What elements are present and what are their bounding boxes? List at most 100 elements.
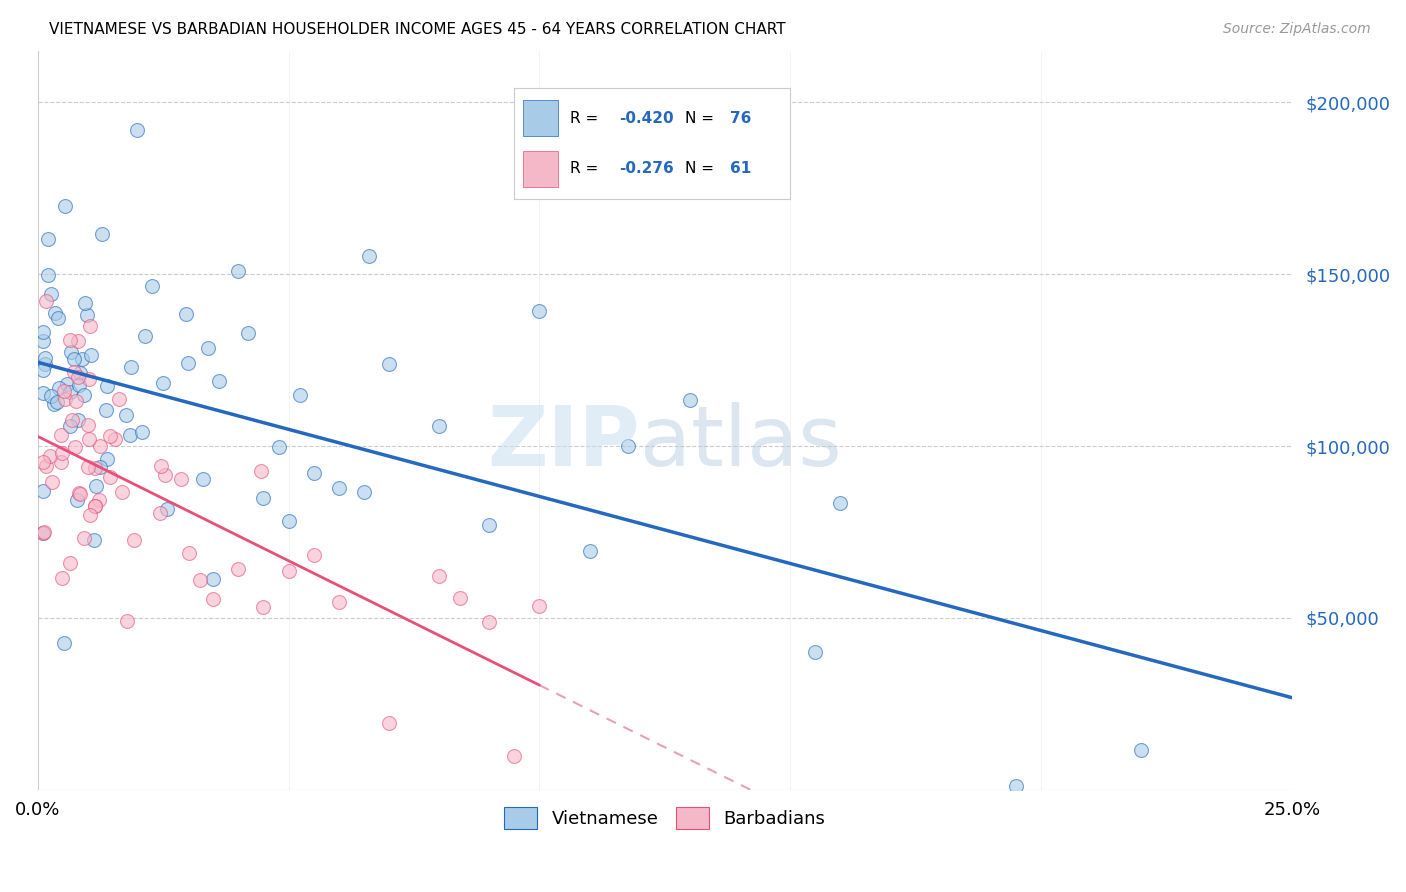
Point (52, 636, 75, 650)
Point (31, 455, 53, 469)
Point (67, 413, 90, 427)
Point (59, 384, 82, 399)
Point (197, 341, 219, 355)
Point (118, 427, 141, 442)
Point (108, 392, 131, 407)
Point (177, 545, 200, 559)
Point (1130, 742, 1153, 756)
Point (679, 393, 702, 408)
Point (252, 491, 274, 506)
Point (48, 381, 70, 395)
Point (193, 472, 215, 486)
Point (77, 432, 100, 446)
Point (302, 548, 325, 562)
Point (177, 355, 200, 369)
Point (31, 385, 53, 400)
Point (67, 334, 90, 348)
Point (149, 506, 172, 520)
Point (104, 432, 127, 446)
Point (1005, 780, 1028, 794)
Text: VIETNAMESE VS BARBADIAN HOUSEHOLDER INCOME AGES 45 - 64 YEARS CORRELATION CHART: VIETNAMESE VS BARBADIAN HOUSEHOLDER INCO… (49, 22, 786, 37)
Point (80, 348, 103, 362)
Point (125, 123, 148, 137)
Point (32, 526, 55, 541)
Point (96, 378, 118, 392)
Point (427, 418, 450, 433)
Point (55, 376, 77, 391)
Point (353, 484, 375, 499)
Point (55, 199, 77, 213)
Point (49, 455, 72, 469)
Point (378, 358, 401, 372)
Point (39, 389, 62, 403)
Point (67, 486, 90, 500)
Point (378, 716, 401, 731)
Point (63, 440, 86, 454)
Point (35, 458, 58, 473)
Point (83, 533, 105, 548)
Point (59, 419, 82, 434)
Point (188, 573, 211, 587)
Point (79, 318, 101, 333)
Point (153, 468, 176, 483)
Point (49, 428, 72, 442)
Point (37, 232, 59, 246)
Point (202, 591, 225, 606)
Point (63, 365, 86, 379)
Point (804, 645, 827, 659)
Point (114, 408, 136, 422)
Point (277, 564, 299, 578)
Point (46, 310, 69, 325)
Point (72, 352, 94, 367)
Point (41, 475, 63, 489)
Point (84, 460, 107, 475)
Text: atlas: atlas (640, 402, 842, 483)
Point (288, 388, 311, 402)
Point (73, 388, 96, 402)
Point (152, 376, 174, 390)
Point (228, 264, 250, 278)
Point (267, 440, 290, 454)
Point (328, 482, 350, 496)
Point (156, 501, 179, 516)
Point (150, 458, 173, 473)
Point (830, 496, 852, 510)
Point (37, 268, 59, 282)
Point (238, 326, 260, 340)
Point (328, 595, 350, 609)
Point (98, 429, 121, 443)
Point (31, 526, 53, 541)
Point (73, 531, 96, 545)
Point (44, 305, 66, 319)
Point (302, 466, 325, 480)
Point (87, 492, 110, 507)
Point (578, 543, 600, 558)
Point (478, 615, 501, 629)
Text: Source: ZipAtlas.com: Source: ZipAtlas.com (1223, 22, 1371, 37)
Point (96, 451, 118, 466)
Point (69, 366, 91, 380)
Point (69, 487, 91, 501)
Point (529, 599, 551, 614)
Point (39, 449, 62, 463)
Point (41, 286, 63, 301)
Point (83, 500, 105, 514)
Point (503, 748, 526, 763)
Point (66, 370, 89, 384)
Point (427, 568, 450, 582)
Point (32, 525, 55, 540)
Point (32, 334, 55, 348)
Point (63, 351, 86, 366)
Point (277, 514, 299, 528)
Point (66, 492, 89, 507)
Point (111, 484, 134, 499)
Point (65, 394, 87, 409)
Point (208, 374, 231, 388)
Point (31, 325, 53, 339)
Point (79, 372, 101, 386)
Point (46, 395, 69, 409)
Point (89, 439, 111, 453)
Point (249, 464, 271, 478)
Point (170, 473, 193, 487)
Point (31, 483, 53, 498)
